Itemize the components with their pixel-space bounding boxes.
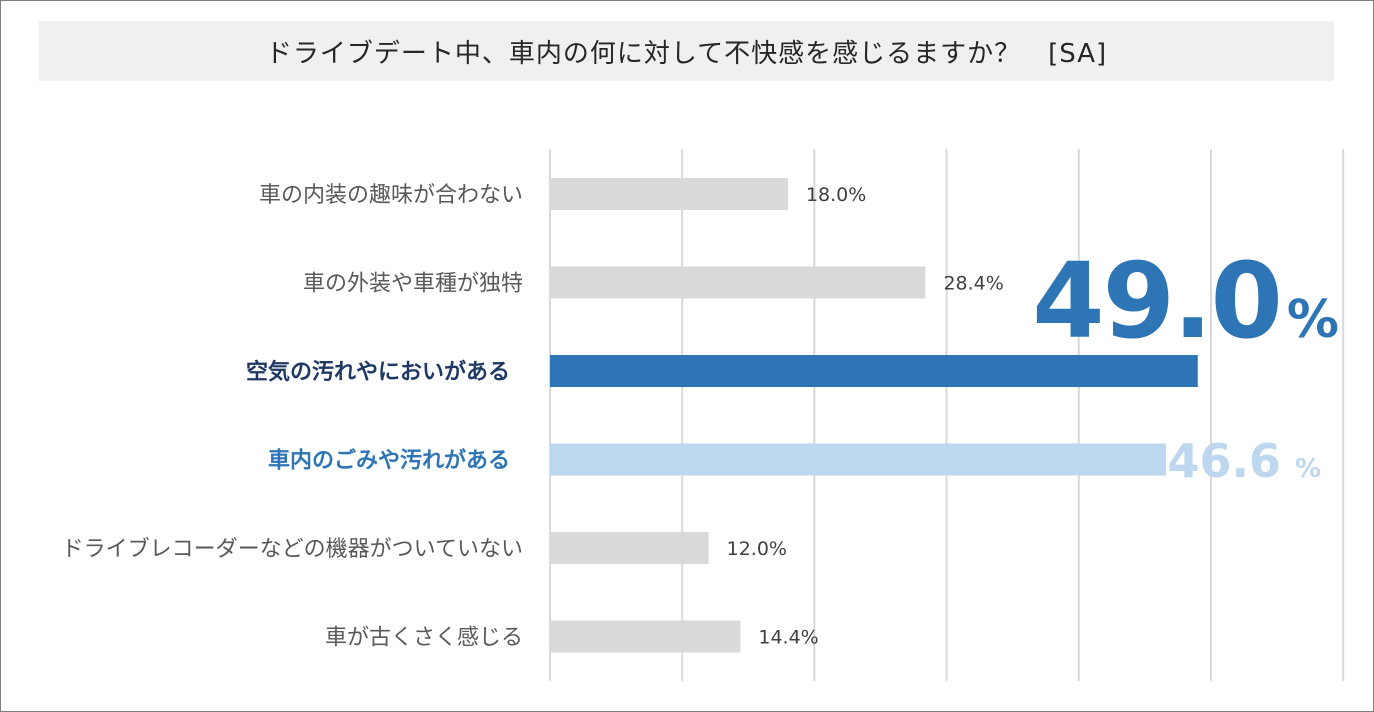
category-label-2: 空気の汚れやにおいがある — [246, 359, 510, 385]
category-label-3: 車内のごみや汚れがある — [268, 448, 510, 474]
highlight-value-2: 49.0% — [1032, 240, 1339, 362]
category-labels: 車の内装の趣味が合わない車の外装や車種が独特空気の汚れやにおいがある車内のごみや… — [62, 183, 523, 651]
chart-title-box: ドライブデート中、車内の何に対して不快感を感じるますか？ [SA] — [39, 21, 1334, 81]
category-label-1: 車の外装や車種が独特 — [303, 272, 523, 297]
bar-1 — [550, 266, 926, 299]
category-label-4: ドライブレコーダーなどの機器がついていない — [62, 537, 523, 562]
bar-4 — [550, 532, 709, 564]
value-label-4: 12.0% — [727, 538, 787, 560]
chart-title: ドライブデート中、車内の何に対して不快感を感じるますか？ [SA] — [265, 38, 1108, 69]
gridlines — [549, 149, 1345, 681]
category-label-0: 車の内装の趣味が合わない — [259, 183, 523, 208]
bar-0 — [550, 178, 788, 210]
value-label-1: 28.4% — [943, 273, 1003, 295]
bars — [550, 178, 1198, 653]
highlight-value-3: 46.6% — [1167, 434, 1321, 488]
bar-3 — [550, 443, 1167, 476]
bar-2 — [550, 355, 1198, 387]
value-label-5: 14.4% — [758, 627, 818, 649]
category-label-5: 車が古くさく感じる — [325, 626, 523, 651]
value-labels: 18.0% 28.4% 49.0 % 46.6 % 12.0% 14.4% — [727, 184, 1339, 649]
value-label-0: 18.0% — [806, 184, 866, 206]
bar-5 — [550, 620, 741, 653]
